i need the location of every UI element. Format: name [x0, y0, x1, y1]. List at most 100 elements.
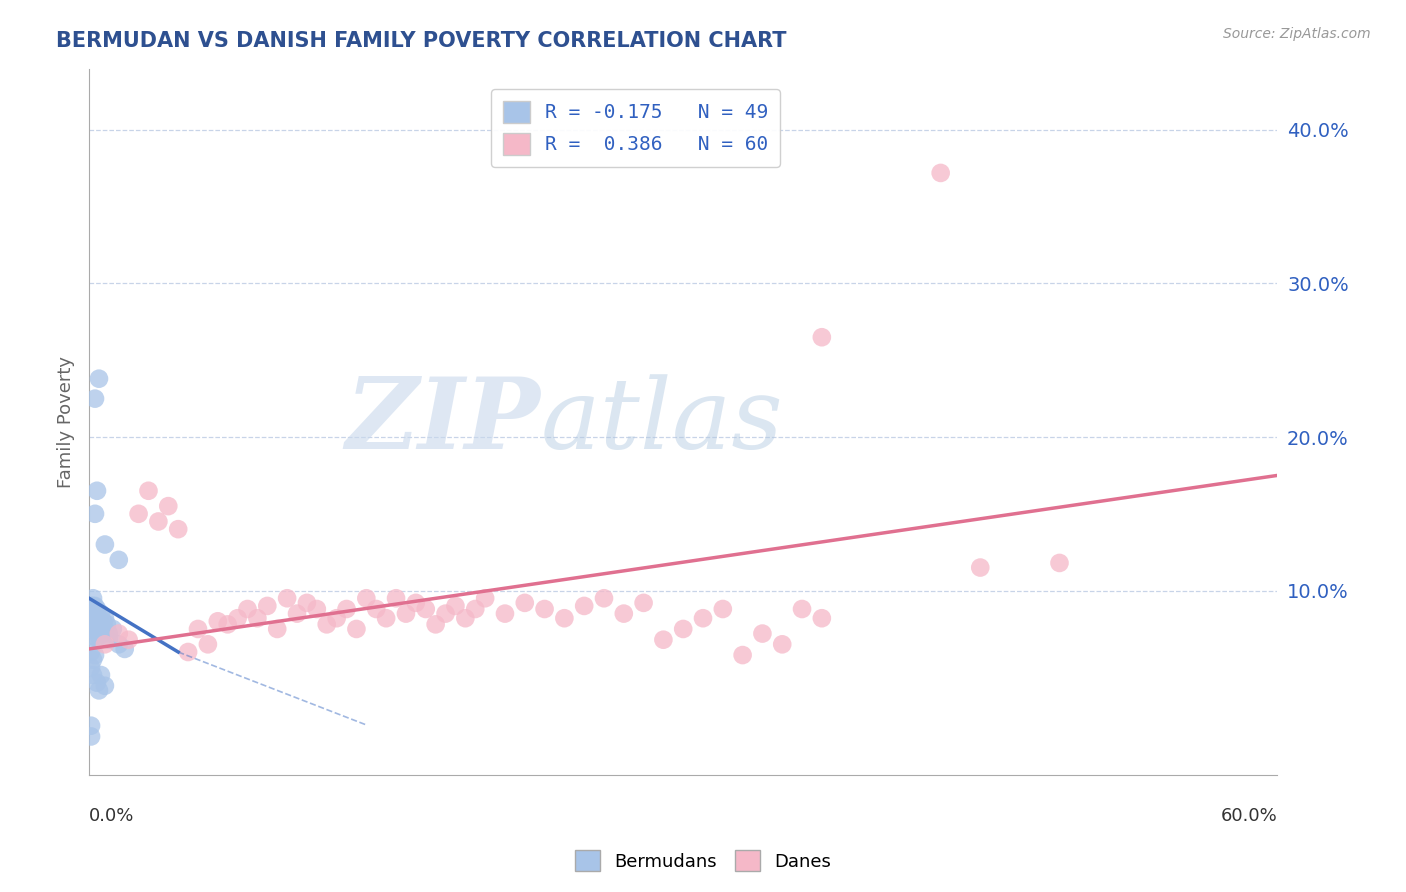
- Point: [633, 596, 655, 610]
- Point: [256, 599, 278, 613]
- Point: [80, 599, 103, 613]
- Point: [731, 648, 754, 662]
- Point: [87, 630, 110, 644]
- Y-axis label: Family Poverty: Family Poverty: [58, 356, 75, 488]
- Point: [86, 675, 108, 690]
- Point: [80, 730, 103, 744]
- Point: [80, 622, 103, 636]
- Point: [652, 632, 675, 647]
- Point: [94, 622, 117, 636]
- Point: [572, 599, 595, 613]
- Point: [94, 679, 117, 693]
- Point: [315, 617, 337, 632]
- Point: [84, 599, 107, 613]
- Point: [97, 632, 120, 647]
- Point: [87, 683, 110, 698]
- Text: ZIP: ZIP: [346, 374, 541, 470]
- Point: [80, 645, 103, 659]
- Point: [86, 602, 108, 616]
- Point: [425, 617, 447, 632]
- Point: [751, 626, 773, 640]
- Point: [86, 611, 108, 625]
- Point: [91, 626, 114, 640]
- Point: [217, 617, 239, 632]
- Point: [207, 615, 229, 629]
- Point: [811, 330, 834, 344]
- Point: [82, 668, 104, 682]
- Point: [80, 607, 103, 621]
- Point: [148, 515, 170, 529]
- Point: [128, 507, 150, 521]
- Text: 0.0%: 0.0%: [89, 806, 135, 825]
- Legend: R = -0.175   N = 49, R =  0.386   N = 60: R = -0.175 N = 49, R = 0.386 N = 60: [491, 89, 780, 167]
- Point: [246, 611, 269, 625]
- Point: [87, 622, 110, 636]
- Point: [107, 553, 129, 567]
- Point: [107, 626, 129, 640]
- Point: [157, 499, 180, 513]
- Point: [415, 602, 437, 616]
- Point: [177, 645, 200, 659]
- Point: [236, 602, 259, 616]
- Point: [325, 611, 347, 625]
- Point: [101, 622, 124, 636]
- Point: [553, 611, 575, 625]
- Point: [82, 599, 104, 613]
- Point: [285, 607, 308, 621]
- Point: [385, 591, 408, 606]
- Point: [82, 622, 104, 636]
- Point: [90, 617, 112, 632]
- Point: [692, 611, 714, 625]
- Point: [82, 630, 104, 644]
- Point: [454, 611, 477, 625]
- Point: [84, 622, 107, 636]
- Point: [494, 607, 516, 621]
- Point: [94, 637, 117, 651]
- Point: [118, 632, 141, 647]
- Point: [114, 641, 136, 656]
- Point: [533, 602, 555, 616]
- Point: [107, 637, 129, 651]
- Point: [395, 607, 418, 621]
- Point: [87, 372, 110, 386]
- Point: [86, 483, 108, 498]
- Point: [84, 648, 107, 662]
- Point: [305, 602, 328, 616]
- Point: [711, 602, 734, 616]
- Point: [94, 611, 117, 625]
- Point: [197, 637, 219, 651]
- Point: [96, 617, 118, 632]
- Point: [346, 622, 368, 636]
- Point: [672, 622, 695, 636]
- Point: [97, 626, 120, 640]
- Point: [366, 602, 388, 616]
- Point: [434, 607, 457, 621]
- Point: [80, 719, 103, 733]
- Point: [90, 668, 112, 682]
- Text: Source: ZipAtlas.com: Source: ZipAtlas.com: [1223, 27, 1371, 41]
- Point: [82, 591, 104, 606]
- Point: [266, 622, 288, 636]
- Point: [84, 630, 107, 644]
- Point: [790, 602, 813, 616]
- Point: [82, 653, 104, 667]
- Point: [474, 591, 496, 606]
- Point: [82, 615, 104, 629]
- Point: [375, 611, 398, 625]
- Text: BERMUDAN VS DANISH FAMILY POVERTY CORRELATION CHART: BERMUDAN VS DANISH FAMILY POVERTY CORREL…: [56, 31, 787, 51]
- Point: [80, 660, 103, 674]
- Point: [513, 596, 536, 610]
- Point: [811, 611, 834, 625]
- Point: [444, 599, 467, 613]
- Point: [335, 602, 357, 616]
- Text: 60.0%: 60.0%: [1220, 806, 1277, 825]
- Point: [86, 617, 108, 632]
- Legend: Bermudans, Danes: Bermudans, Danes: [567, 843, 839, 879]
- Point: [90, 607, 112, 621]
- Text: atlas: atlas: [541, 374, 783, 469]
- Point: [969, 560, 991, 574]
- Point: [82, 607, 104, 621]
- Point: [167, 522, 190, 536]
- Point: [94, 537, 117, 551]
- Point: [613, 607, 636, 621]
